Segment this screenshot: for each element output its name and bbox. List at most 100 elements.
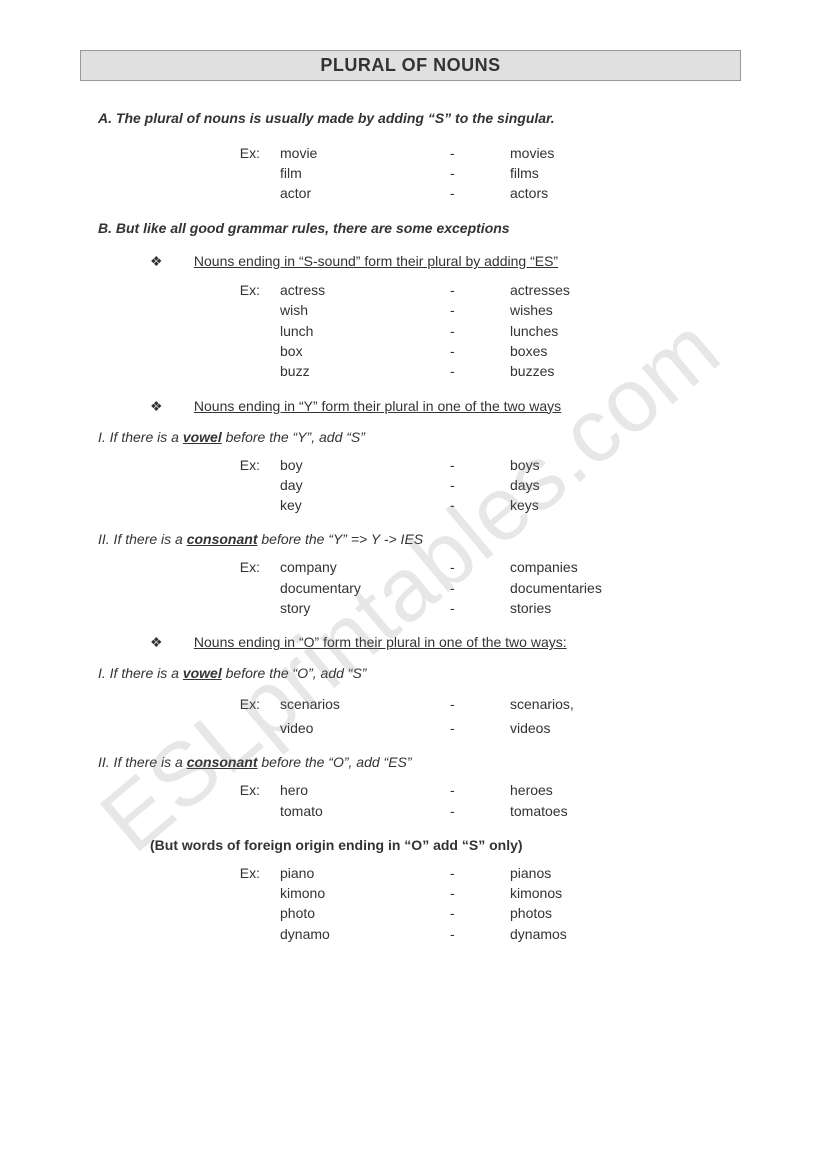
example-dash: -	[450, 557, 510, 577]
example-singular: tomato	[280, 801, 450, 821]
example-plural: stories	[510, 598, 741, 618]
example-singular: video	[280, 718, 450, 738]
rule-3-text: Nouns ending in “O” form their plural in…	[194, 634, 567, 650]
example-singular: company	[280, 557, 450, 577]
example-dash: -	[450, 718, 510, 738]
worksheet-page: ESLprintables.com PLURAL OF NOUNS A. The…	[0, 0, 821, 1169]
rule-2-case-i-emph: vowel	[183, 429, 222, 445]
rule-2-case-ii: II. If there is a consonant before the “…	[98, 531, 741, 547]
example-label: Ex:	[80, 557, 280, 577]
section-a-examples: Ex: movie - movies film - films actor - …	[80, 143, 741, 204]
example-dash: -	[450, 495, 510, 515]
example-singular: film	[280, 163, 450, 183]
example-dash: -	[450, 598, 510, 618]
example-plural: movies	[510, 143, 741, 163]
example-dash: -	[450, 143, 510, 163]
example-singular: story	[280, 598, 450, 618]
bullet-icon: ❖	[150, 634, 190, 651]
example-singular: piano	[280, 863, 450, 883]
example-singular: buzz	[280, 361, 450, 381]
rule-2-case-i-post: before the “Y”, add “S”	[222, 429, 365, 445]
example-dash: -	[450, 280, 510, 300]
rule-3-case-i-emph: vowel	[183, 665, 222, 681]
example-singular: kimono	[280, 883, 450, 903]
example-label: Ex:	[80, 143, 280, 163]
example-dash: -	[450, 780, 510, 800]
rule-3-case-ii-pre: II. If there is a	[98, 754, 187, 770]
example-dash: -	[450, 578, 510, 598]
example-dash: -	[450, 863, 510, 883]
example-dash: -	[450, 361, 510, 381]
rule-3-case-ii: II. If there is a consonant before the “…	[98, 754, 741, 770]
example-label: Ex:	[80, 455, 280, 475]
rule-2-case-ii-pre: II. If there is a	[98, 531, 187, 547]
rule-2-case-ii-examples: Ex:company-companies documentary-documen…	[80, 557, 741, 618]
rule-1: ❖ Nouns ending in “S-sound” form their p…	[150, 253, 741, 270]
rule-2-text: Nouns ending in “Y” form their plural in…	[194, 398, 561, 414]
rule-3-case-ii-emph: consonant	[187, 754, 258, 770]
rule-2-case-i-examples: Ex:boy-boys day-days key-keys	[80, 455, 741, 516]
example-dash: -	[450, 183, 510, 203]
example-singular: wish	[280, 300, 450, 320]
example-plural: companies	[510, 557, 741, 577]
example-dash: -	[450, 903, 510, 923]
example-dash: -	[450, 163, 510, 183]
example-plural: buzzes	[510, 361, 741, 381]
rule-3-case-ii-examples: Ex:hero-heroes tomato-tomatoes	[80, 780, 741, 821]
example-dash: -	[450, 321, 510, 341]
example-singular: box	[280, 341, 450, 361]
example-plural: scenarios,	[510, 691, 741, 718]
example-plural: videos	[510, 718, 741, 738]
rule-3-case-ii-post: before the “O”, add “ES”	[257, 754, 411, 770]
bullet-icon: ❖	[150, 398, 190, 415]
example-plural: photos	[510, 903, 741, 923]
rule-2-case-i: I. If there is a vowel before the “Y”, a…	[98, 429, 741, 445]
example-label: Ex:	[80, 780, 280, 800]
example-singular: dynamo	[280, 924, 450, 944]
rule-3-case-i-post: before the “O”, add “S”	[222, 665, 367, 681]
rule-2-case-ii-emph: consonant	[187, 531, 258, 547]
example-singular: actress	[280, 280, 450, 300]
example-dash: -	[450, 475, 510, 495]
rule-2: ❖ Nouns ending in “Y” form their plural …	[150, 398, 741, 415]
rule-1-text: Nouns ending in “S-sound” form their plu…	[194, 253, 558, 269]
example-dash: -	[450, 341, 510, 361]
rule-3-note-examples: Ex:piano-pianos kimono-kimonos photo-pho…	[80, 863, 741, 944]
example-label: Ex:	[80, 691, 280, 718]
example-plural: wishes	[510, 300, 741, 320]
example-singular: documentary	[280, 578, 450, 598]
example-singular: key	[280, 495, 450, 515]
rule-3: ❖ Nouns ending in “O” form their plural …	[150, 634, 741, 651]
example-dash: -	[450, 924, 510, 944]
rule-3-case-i-pre: I. If there is a	[98, 665, 183, 681]
example-singular: actor	[280, 183, 450, 203]
example-plural: documentaries	[510, 578, 741, 598]
example-label: Ex:	[80, 863, 280, 883]
example-singular: day	[280, 475, 450, 495]
example-singular: hero	[280, 780, 450, 800]
example-plural: actresses	[510, 280, 741, 300]
example-plural: days	[510, 475, 741, 495]
example-singular: scenarios	[280, 691, 450, 718]
example-dash: -	[450, 691, 510, 718]
bullet-icon: ❖	[150, 253, 190, 270]
rule-3-note: (But words of foreign origin ending in “…	[150, 837, 741, 853]
page-title: PLURAL OF NOUNS	[80, 50, 741, 81]
rule-2-case-ii-post: before the “Y” => Y -> IES	[257, 531, 423, 547]
example-plural: lunches	[510, 321, 741, 341]
example-plural: boxes	[510, 341, 741, 361]
rule-1-examples: Ex:actress-actresses wish-wishes lunch-l…	[80, 280, 741, 381]
example-plural: actors	[510, 183, 741, 203]
example-singular: boy	[280, 455, 450, 475]
example-plural: boys	[510, 455, 741, 475]
example-singular: photo	[280, 903, 450, 923]
section-a-heading: A. The plural of nouns is usually made b…	[98, 109, 741, 129]
example-plural: dynamos	[510, 924, 741, 944]
example-dash: -	[450, 883, 510, 903]
example-plural: keys	[510, 495, 741, 515]
rule-3-case-i: I. If there is a vowel before the “O”, a…	[98, 665, 741, 681]
example-singular: movie	[280, 143, 450, 163]
section-b-heading: B. But like all good grammar rules, ther…	[98, 219, 741, 239]
example-plural: films	[510, 163, 741, 183]
example-dash: -	[450, 300, 510, 320]
